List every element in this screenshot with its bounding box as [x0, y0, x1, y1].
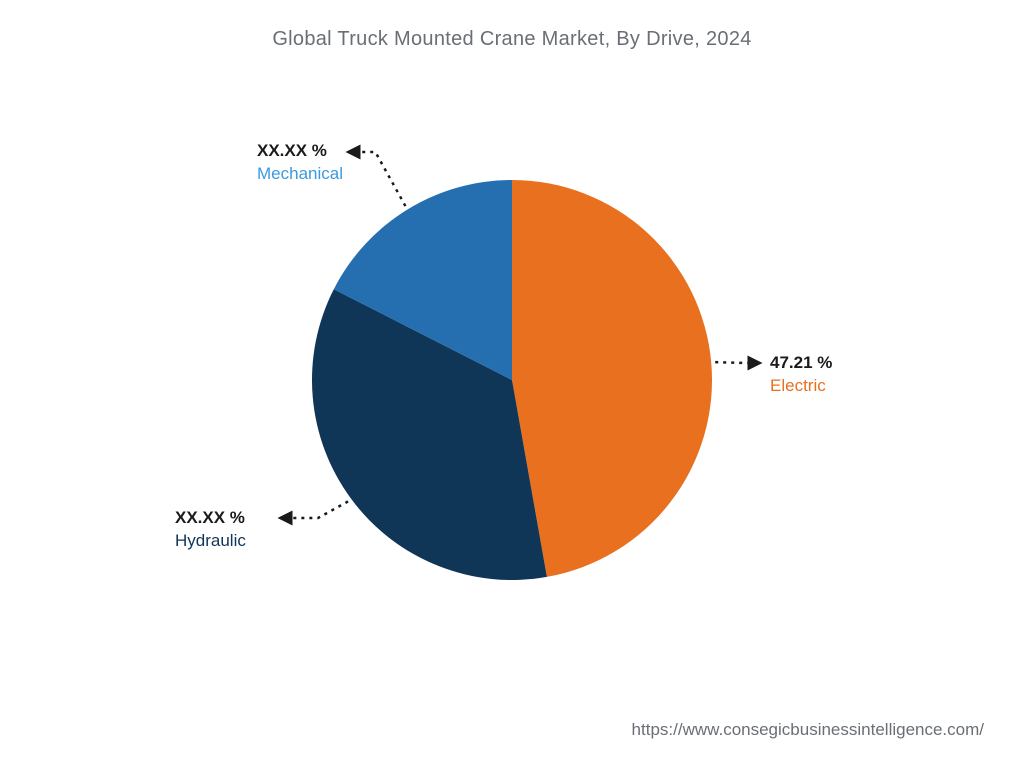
slice-name-hydraulic: Hydraulic	[175, 530, 246, 553]
source-url: https://www.consegicbusinessintelligence…	[632, 720, 984, 740]
slice-pct-mechanical: XX.XX %	[257, 141, 327, 160]
pie-chart	[0, 0, 1024, 768]
chart-container: Global Truck Mounted Crane Market, By Dr…	[0, 0, 1024, 768]
slice-pct-electric: 47.21 %	[770, 353, 832, 372]
slice-label-electric: 47.21 % Electric	[770, 352, 832, 398]
slice-pct-hydraulic: XX.XX %	[175, 508, 245, 527]
slice-label-hydraulic: XX.XX % Hydraulic	[175, 507, 246, 553]
slice-name-mechanical: Mechanical	[257, 163, 343, 186]
leader-line	[280, 501, 348, 518]
leader-line	[715, 362, 760, 363]
pie-slice-electric	[512, 180, 712, 577]
slice-label-mechanical: XX.XX % Mechanical	[257, 140, 343, 186]
slice-name-electric: Electric	[770, 375, 832, 398]
leader-line	[348, 152, 405, 206]
